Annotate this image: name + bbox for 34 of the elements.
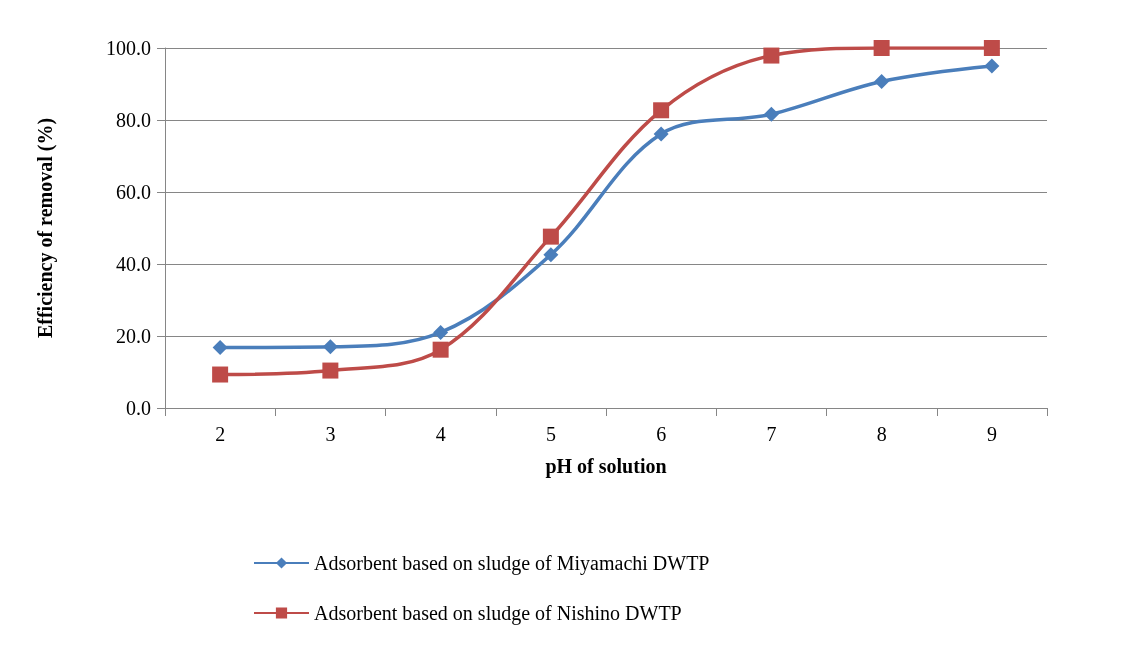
- point: [212, 340, 228, 356]
- x-axis-title: pH of solution: [545, 455, 667, 478]
- x-tick-label: 2: [215, 423, 226, 445]
- legend-label: Adsorbent based on sludge of Miyamachi DWTP: [314, 552, 710, 575]
- x-tick-label: 5: [545, 423, 556, 445]
- x-tick-label: 9: [986, 423, 997, 445]
- x-tick-label: 4: [435, 423, 446, 445]
- point: [763, 47, 780, 64]
- point: [984, 58, 1000, 74]
- point: [653, 126, 669, 142]
- x-tick-label: 8: [876, 423, 887, 445]
- y-tick-label: 20.0: [116, 325, 151, 347]
- y-tick-label: 100.0: [106, 37, 151, 59]
- y-tick-label: 0.0: [126, 397, 151, 419]
- x-tick-label: 6: [656, 423, 667, 445]
- point: [763, 106, 779, 122]
- legend-label: Adsorbent based on sludge of Nishino DWTP: [314, 602, 682, 625]
- x-tick-label: 3: [325, 423, 336, 445]
- point: [322, 362, 339, 379]
- point: [542, 228, 559, 245]
- point: [432, 341, 449, 358]
- y-tick-label: 40.0: [116, 253, 151, 275]
- point: [873, 40, 890, 56]
- y-tick-label: 80.0: [116, 109, 151, 131]
- point: [874, 73, 890, 89]
- point: [322, 339, 338, 355]
- point: [653, 102, 670, 119]
- point: [983, 40, 1000, 56]
- point: [543, 247, 559, 263]
- y-tick-label: 60.0: [116, 181, 151, 203]
- point: [212, 366, 229, 383]
- y-axis-title: Efficiency of removal (%): [34, 117, 57, 339]
- point: [433, 324, 449, 340]
- x-tick-label: 7: [766, 423, 777, 445]
